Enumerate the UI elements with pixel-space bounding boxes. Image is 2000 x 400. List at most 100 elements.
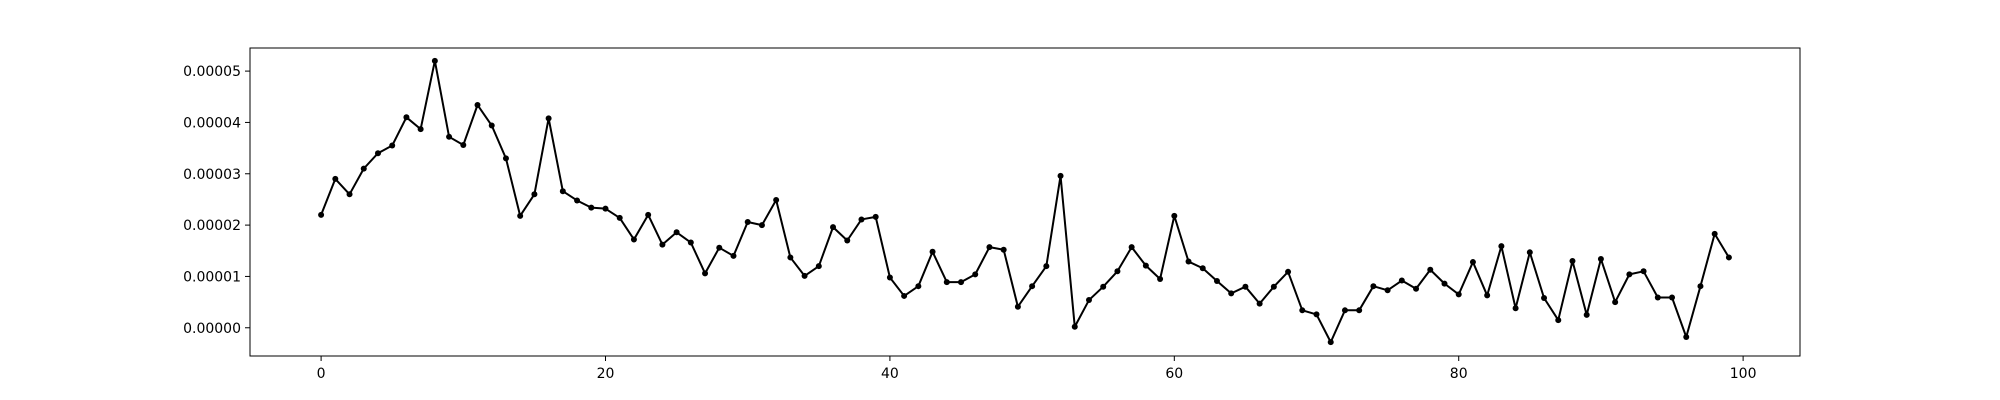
data-point <box>886 274 893 281</box>
data-point <box>630 236 637 243</box>
data-point <box>474 101 481 108</box>
data-point <box>1498 243 1505 250</box>
data-point <box>1612 299 1619 306</box>
data-point <box>1583 311 1590 318</box>
data-point <box>1085 297 1092 304</box>
data-point <box>1725 254 1732 261</box>
data-point <box>318 211 325 218</box>
data-point <box>673 229 680 236</box>
data-point <box>730 252 737 259</box>
series-layer <box>318 57 1732 346</box>
data-point <box>403 114 410 121</box>
data-point <box>588 204 595 211</box>
data-point <box>716 244 723 251</box>
data-point <box>616 214 623 221</box>
data-point <box>1669 294 1676 301</box>
x-tick-label: 0 <box>317 366 326 382</box>
data-point <box>545 115 552 122</box>
data-point <box>1697 283 1704 290</box>
data-point <box>574 197 581 204</box>
data-point <box>943 279 950 286</box>
data-point <box>1185 258 1192 265</box>
data-point <box>758 222 765 229</box>
x-tick-label: 100 <box>1730 366 1757 382</box>
data-point <box>1029 283 1036 290</box>
data-point <box>773 196 780 203</box>
data-point <box>787 254 794 261</box>
data-point <box>1228 290 1235 297</box>
data-point <box>972 271 979 278</box>
data-point <box>1683 334 1690 341</box>
data-point <box>1128 244 1135 251</box>
data-point <box>1441 280 1448 287</box>
data-point <box>1526 249 1533 256</box>
data-point <box>844 237 851 244</box>
data-point <box>559 188 566 195</box>
x-tick-label: 60 <box>1165 366 1183 382</box>
x-tick-label: 80 <box>1450 366 1468 382</box>
data-point <box>1057 172 1064 179</box>
data-point <box>1043 263 1050 270</box>
x-axis: 0 20 40 60 80 100 <box>317 356 1757 382</box>
data-point <box>1341 307 1348 314</box>
data-point <box>460 142 467 149</box>
series-line <box>320 59 1730 344</box>
data-point <box>346 191 353 198</box>
data-point <box>1711 230 1718 237</box>
data-point <box>815 263 822 270</box>
data-point <box>986 244 993 251</box>
data-point <box>744 219 751 226</box>
data-point <box>702 270 709 277</box>
data-point <box>360 165 367 172</box>
data-point <box>446 133 453 140</box>
y-axis: 0.00000 0.00001 0.00002 0.00003 0.00004 0.000… <box>183 64 250 337</box>
data-point <box>1398 277 1405 284</box>
y-tick-label: 0.00005 <box>183 64 241 80</box>
data-point <box>1114 268 1121 275</box>
data-point <box>1171 212 1178 219</box>
x-tick-label: 40 <box>881 366 899 382</box>
data-point <box>1597 255 1604 262</box>
data-point <box>830 224 837 231</box>
data-point <box>1626 271 1633 278</box>
data-point <box>431 57 438 64</box>
data-point <box>1313 311 1320 318</box>
data-point <box>1242 283 1249 290</box>
data-point <box>374 150 381 157</box>
data-point <box>1569 258 1576 265</box>
data-point <box>1213 278 1220 285</box>
plot-background <box>250 48 1800 356</box>
data-point <box>929 248 936 255</box>
x-tick-label: 20 <box>597 366 615 382</box>
data-point <box>1356 307 1363 314</box>
data-point <box>958 279 965 286</box>
data-point <box>531 191 538 198</box>
data-point <box>1512 305 1519 312</box>
data-point <box>1555 317 1562 324</box>
data-point <box>659 241 666 248</box>
data-point <box>901 292 908 299</box>
data-point <box>502 155 509 162</box>
y-tick-label: 0.00004 <box>183 115 241 131</box>
data-point <box>602 205 609 212</box>
data-point <box>687 239 694 246</box>
data-point <box>389 142 396 149</box>
data-point <box>332 175 339 182</box>
y-tick-label: 0.00002 <box>183 218 241 234</box>
data-point <box>1413 285 1420 292</box>
data-point <box>1071 323 1078 330</box>
data-point <box>417 126 424 133</box>
data-point <box>1299 307 1306 314</box>
data-point <box>1455 291 1462 298</box>
data-point <box>1270 283 1277 290</box>
data-point <box>1541 294 1548 301</box>
plot-frame <box>249 47 1801 357</box>
data-point <box>1640 268 1647 275</box>
data-point <box>1256 300 1263 307</box>
data-point <box>1427 266 1434 273</box>
y-tick-label: 0.00001 <box>183 269 241 285</box>
data-point <box>1370 283 1377 290</box>
data-point <box>1000 246 1007 253</box>
data-point <box>1384 287 1391 294</box>
